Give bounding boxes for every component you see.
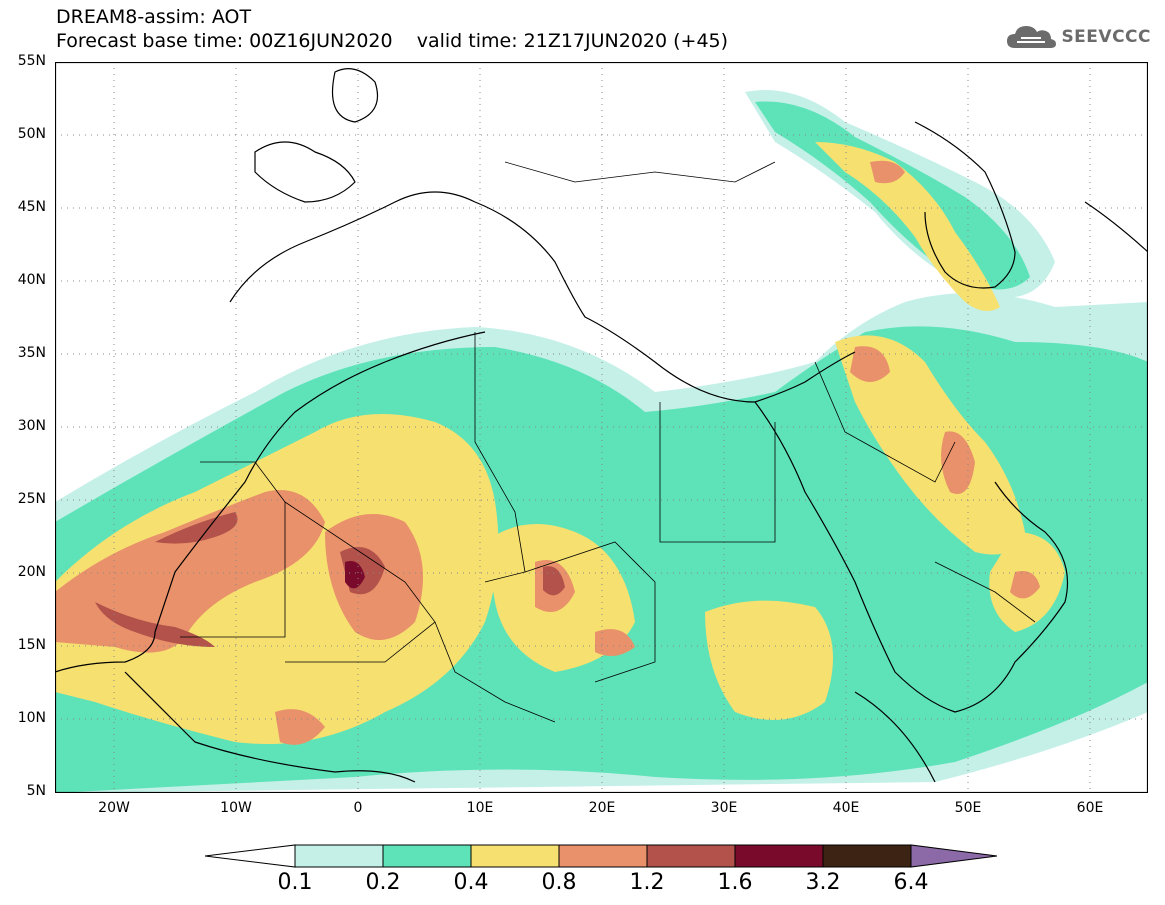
lon-label-50e: 50E [954, 800, 982, 816]
lon-label-40e: 40E [832, 800, 860, 816]
lat-label-5n: 5N [26, 783, 46, 799]
aot-band-0-8-caspian [870, 160, 905, 184]
lat-label-15n: 15N [17, 637, 46, 653]
aot-band-0-8-sudan [595, 629, 635, 656]
aot-band-0-4-west [55, 414, 499, 744]
coastlines [55, 68, 1148, 783]
lon-label-20e: 20E [588, 800, 616, 816]
colorbar [205, 844, 998, 868]
colorbar-label-1-2: 1.2 [629, 870, 665, 895]
lon-label-10e: 10E [466, 800, 494, 816]
lat-label-20n: 20N [17, 564, 46, 580]
map-subtitle: Forecast base time: 00Z16JUN2020 valid t… [56, 30, 729, 52]
lon-label-10w: 10W [220, 800, 252, 816]
lat-label-50n: 50N [17, 126, 46, 142]
lat-label-35n: 35N [17, 345, 46, 361]
lat-label-30n: 30N [17, 418, 46, 434]
colorbar-label-0-2: 0.2 [365, 870, 401, 895]
aot-band-0-8-gulf [941, 431, 975, 494]
lat-label-55n: 55N [17, 53, 46, 69]
colorbar-swatch-3-2 [822, 844, 912, 868]
borders [180, 161, 1036, 723]
colorbar-low-arrow [205, 844, 296, 868]
aot-fields [55, 90, 1148, 793]
lon-label-60e: 60E [1076, 800, 1104, 816]
colorbar-label-0-4: 0.4 [453, 870, 489, 895]
aot-band-0-8-mali [275, 709, 325, 745]
lat-label-40n: 40N [17, 272, 46, 288]
aot-map [55, 62, 1148, 793]
colorbar-swatch-0-8 [558, 844, 648, 868]
colorbar-swatch-0-2 [382, 844, 472, 868]
aot-band-0-8-oman [1010, 571, 1040, 599]
colorbar-label-0-8: 0.8 [541, 870, 577, 895]
colorbar-swatch-1-6 [734, 844, 824, 868]
logo-text: SEEVCCC [1061, 27, 1151, 47]
lat-label-45n: 45N [17, 199, 46, 215]
cloud-icon [1007, 26, 1057, 48]
aot-band-0-4-arabia [835, 335, 1025, 555]
colorbar-label-1-6: 1.6 [717, 870, 753, 895]
colorbar-high-arrow [910, 844, 998, 868]
lon-label-20w: 20W [98, 800, 130, 816]
aot-band-1-2 [95, 602, 215, 647]
lon-label-30e: 30E [710, 800, 738, 816]
aot-band-1-6 [345, 561, 365, 589]
colorbar-swatch-0-4 [470, 844, 560, 868]
colorbar-label-3-2: 3.2 [805, 870, 841, 895]
lat-label-10n: 10N [17, 710, 46, 726]
map-title: DREAM8-assim: AOT [56, 6, 252, 28]
aot-band-0-8-iraq [850, 346, 890, 382]
colorbar-label-0-1: 0.1 [277, 870, 313, 895]
lon-label-0: 0 [353, 800, 363, 816]
aot-band-0-8-west [55, 490, 325, 653]
aot-band-1-2-b [155, 512, 238, 544]
logo: SEEVCCC [1005, 22, 1151, 52]
colorbar-swatch-0-1 [294, 844, 384, 868]
lat-label-25n: 25N [17, 491, 46, 507]
colorbar-swatch-1-2 [646, 844, 736, 868]
graticule [55, 62, 1148, 793]
aot-band-0-4-mid [705, 600, 833, 720]
aot-band-0-4-caspian [815, 142, 1000, 311]
colorbar-label-6-4: 6.4 [893, 870, 929, 895]
